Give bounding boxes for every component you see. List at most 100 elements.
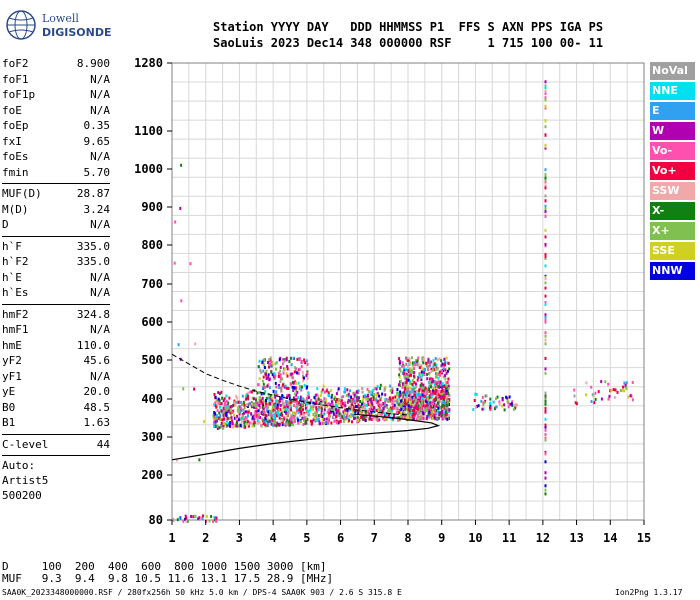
echo-point: [342, 420, 345, 424]
echo-point: [382, 416, 385, 420]
echo-point: [398, 360, 401, 364]
echo-point: [378, 418, 381, 422]
echo-point: [333, 413, 336, 416]
echo-point: [218, 411, 221, 415]
echo-point: [445, 410, 447, 414]
echo-point: [430, 382, 433, 386]
echo-point: [351, 420, 353, 424]
autoscale-info: Artist5: [2, 474, 49, 487]
echo-point: [433, 397, 436, 401]
echo-point: [422, 408, 425, 412]
echo-point: [331, 400, 333, 404]
echo-point: [406, 393, 408, 397]
echo-point: [433, 416, 436, 420]
echo-point: [327, 391, 330, 395]
echo-point: [230, 416, 233, 420]
echo-point: [419, 417, 422, 421]
echo-point: [338, 413, 341, 417]
echo-point: [366, 410, 368, 414]
echo-point: [175, 458, 178, 462]
echo-point: [270, 416, 273, 420]
echo-point: [231, 410, 234, 414]
echo-point: [441, 403, 444, 407]
echo-point: [419, 400, 422, 404]
echo-point: [448, 367, 451, 371]
echo-point: [273, 393, 276, 397]
echo-point: [403, 393, 406, 397]
echo-point: [316, 418, 319, 422]
echo-point: [354, 410, 357, 414]
param-name: yF2: [2, 354, 22, 367]
echo-point: [417, 404, 420, 408]
echo-point: [269, 362, 272, 366]
echo-point: [342, 395, 345, 399]
echo-point: [404, 386, 407, 390]
echo-point: [321, 418, 324, 422]
echo-point: [267, 361, 269, 364]
echo-point: [366, 387, 369, 391]
echo-point: [398, 399, 401, 403]
echo-point: [489, 406, 491, 410]
echo-point: [330, 397, 333, 401]
echo-point: [264, 423, 267, 427]
echo-point: [350, 402, 353, 406]
y-tick-label: 500: [141, 353, 163, 367]
echo-point: [269, 409, 272, 413]
echo-point: [322, 421, 325, 425]
echo-point: [316, 393, 319, 397]
echo-point: [267, 422, 270, 426]
echo-point: [413, 380, 416, 384]
param-value: 335.0: [76, 255, 110, 268]
echo-point: [428, 380, 431, 384]
echo-point: [627, 395, 630, 399]
echo-point: [373, 392, 376, 396]
echo-point: [420, 376, 423, 380]
echo-point: [436, 418, 439, 421]
echo-point: [422, 388, 424, 392]
echo-point: [371, 413, 374, 417]
echo-point: [608, 394, 611, 398]
echo-point: [432, 361, 435, 365]
echo-point: [275, 385, 278, 389]
echo-point: [395, 416, 398, 420]
echo-point: [261, 401, 264, 405]
echo-point: [357, 418, 360, 422]
echo-point: [401, 361, 404, 365]
echo-point: [398, 394, 401, 398]
echo-point: [412, 397, 415, 401]
echo-point: [505, 395, 508, 399]
echo-point: [278, 413, 281, 417]
echo-point: [441, 382, 444, 386]
echo-point: [226, 410, 229, 414]
echo-point: [205, 514, 208, 518]
echo-point: [315, 407, 318, 411]
echo-point: [420, 413, 423, 417]
echo-point: [347, 398, 350, 402]
echo-point: [275, 406, 278, 410]
echo-point: [334, 418, 337, 422]
echo-point: [375, 409, 378, 412]
echo-point: [440, 396, 443, 400]
echo-point: [262, 409, 265, 413]
echo-point: [257, 383, 260, 387]
param-row: yE 20.0: [2, 384, 110, 400]
echo-point: [354, 405, 357, 409]
echo-point: [433, 383, 436, 387]
echo-point: [423, 394, 426, 398]
echo-point: [317, 408, 320, 412]
echo-point: [544, 286, 547, 290]
echo-point: [278, 422, 281, 426]
echo-point: [243, 421, 246, 425]
echo-point: [401, 382, 404, 386]
echo-point: [368, 417, 371, 421]
echo-point: [366, 399, 369, 403]
echo-point: [262, 369, 265, 373]
echo-point: [327, 414, 330, 418]
echo-point: [298, 387, 301, 391]
echo-point: [398, 363, 401, 367]
echo-point: [389, 384, 392, 388]
echo-point: [408, 394, 410, 398]
echo-point: [440, 359, 443, 363]
param-row: hmE 110.0: [2, 338, 110, 354]
echo-point: [358, 407, 361, 411]
